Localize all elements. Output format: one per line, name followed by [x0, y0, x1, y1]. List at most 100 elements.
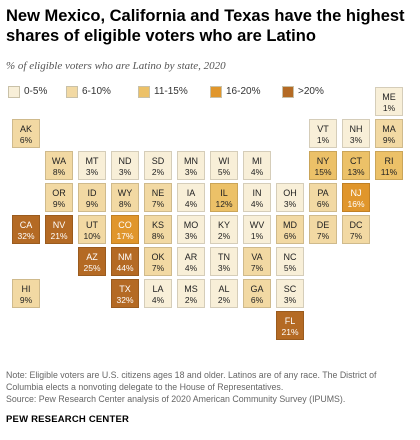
- state-tile-dc: DC 7%: [342, 215, 370, 244]
- state-abbr: LA: [152, 284, 164, 294]
- state-tile-wv: WV 1%: [243, 215, 271, 244]
- state-value: 9%: [382, 135, 396, 145]
- state-tile-nv: NV 21%: [45, 215, 73, 244]
- state-abbr: OK: [151, 252, 165, 262]
- state-value: 2%: [217, 295, 231, 305]
- state-value: 1%: [316, 135, 330, 145]
- state-value: 1%: [250, 231, 264, 241]
- state-abbr: MS: [184, 284, 198, 294]
- legend-swatch: [210, 86, 222, 98]
- state-abbr: MA: [382, 124, 396, 134]
- state-abbr: ND: [118, 156, 132, 166]
- state-tile-mt: MT 3%: [78, 151, 106, 180]
- state-tile-ar: AR 4%: [177, 247, 205, 276]
- state-tile-in: IN 4%: [243, 183, 271, 212]
- state-tile-ms: MS 2%: [177, 279, 205, 308]
- state-value: 3%: [283, 199, 297, 209]
- state-tile-ri: RI 11%: [375, 151, 403, 180]
- state-value: 13%: [347, 167, 365, 177]
- state-value: 12%: [215, 199, 233, 209]
- state-abbr: KS: [151, 220, 164, 230]
- brand-logo-text: PEW RESEARCH CENTER: [6, 414, 130, 425]
- state-tile-ia: IA 4%: [177, 183, 205, 212]
- state-value: 2%: [184, 295, 198, 305]
- state-tile-ny: NY 15%: [309, 151, 337, 180]
- state-value: 7%: [250, 263, 264, 273]
- state-value: 5%: [217, 167, 231, 177]
- state-value: 32%: [116, 295, 134, 305]
- state-value: 7%: [151, 199, 165, 209]
- state-abbr: VT: [317, 124, 329, 134]
- state-abbr: ID: [87, 188, 97, 198]
- state-tile-id: ID 9%: [78, 183, 106, 212]
- legend-swatch: [282, 86, 294, 98]
- state-tile-fl: FL 21%: [276, 311, 304, 340]
- source-text: Source: Pew Research Center analysis of …: [6, 394, 346, 404]
- legend-swatch: [8, 86, 20, 98]
- state-abbr: MI: [252, 156, 262, 166]
- state-tile-md: MD 6%: [276, 215, 304, 244]
- state-value: 3%: [217, 263, 231, 273]
- state-tile-il: IL 12%: [210, 183, 238, 212]
- state-value: 5%: [283, 263, 297, 273]
- chart-title: New Mexico, California and Texas have th…: [6, 7, 405, 45]
- state-value: 6%: [250, 295, 264, 305]
- state-tile-pa: PA 6%: [309, 183, 337, 212]
- state-value: 25%: [83, 263, 101, 273]
- state-tile-al: AL 2%: [210, 279, 238, 308]
- state-abbr: ME: [382, 92, 396, 102]
- state-tile-vt: VT 1%: [309, 119, 337, 148]
- state-tile-ut: UT 10%: [78, 215, 106, 244]
- state-value: 6%: [316, 199, 330, 209]
- state-value: 44%: [116, 263, 134, 273]
- state-value: 4%: [250, 167, 264, 177]
- state-abbr: NE: [151, 188, 165, 198]
- legend-label: >20%: [298, 86, 324, 97]
- state-value: 2%: [217, 231, 231, 241]
- state-abbr: WA: [51, 156, 67, 166]
- state-abbr: AZ: [86, 252, 98, 262]
- state-value: 9%: [85, 199, 99, 209]
- state-abbr: MO: [183, 220, 199, 230]
- state-tile-mi: MI 4%: [243, 151, 271, 180]
- state-tile-nd: ND 3%: [111, 151, 139, 180]
- state-tile-co: CO 17%: [111, 215, 139, 244]
- state-value: 8%: [151, 231, 165, 241]
- state-abbr: UT: [86, 220, 98, 230]
- state-abbr: IA: [186, 188, 196, 198]
- state-value: 10%: [83, 231, 101, 241]
- state-value: 3%: [283, 295, 297, 305]
- state-abbr: NC: [283, 252, 297, 262]
- state-tile-va: VA 7%: [243, 247, 271, 276]
- state-abbr: VA: [251, 252, 263, 262]
- state-value: 4%: [184, 263, 198, 273]
- state-value: 7%: [151, 263, 165, 273]
- state-value: 7%: [316, 231, 330, 241]
- state-tile-tx: TX 32%: [111, 279, 139, 308]
- state-abbr: FL: [284, 316, 296, 326]
- state-tile-mn: MN 3%: [177, 151, 205, 180]
- state-abbr: SD: [151, 156, 165, 166]
- state-abbr: RI: [384, 156, 394, 166]
- note-text: Note: Eligible voters are U.S. citizens …: [6, 370, 377, 392]
- state-value: 4%: [250, 199, 264, 209]
- state-value: 11%: [380, 167, 398, 177]
- state-value: 7%: [349, 231, 363, 241]
- state-value: 17%: [116, 231, 134, 241]
- state-value: 21%: [50, 231, 68, 241]
- state-tile-or: OR 9%: [45, 183, 73, 212]
- state-abbr: MN: [184, 156, 198, 166]
- state-tile-nc: NC 5%: [276, 247, 304, 276]
- state-tile-de: DE 7%: [309, 215, 337, 244]
- legend-label: 0-5%: [24, 86, 48, 97]
- state-value: 3%: [349, 135, 363, 145]
- state-tile-ky: KY 2%: [210, 215, 238, 244]
- state-abbr: PA: [317, 188, 329, 198]
- state-value: 9%: [52, 199, 66, 209]
- state-value: 2%: [151, 167, 165, 177]
- legend-label: 6-10%: [82, 86, 111, 97]
- state-abbr: WV: [249, 220, 265, 230]
- state-tile-ne: NE 7%: [144, 183, 172, 212]
- state-abbr: NM: [118, 252, 132, 262]
- state-tile-tn: TN 3%: [210, 247, 238, 276]
